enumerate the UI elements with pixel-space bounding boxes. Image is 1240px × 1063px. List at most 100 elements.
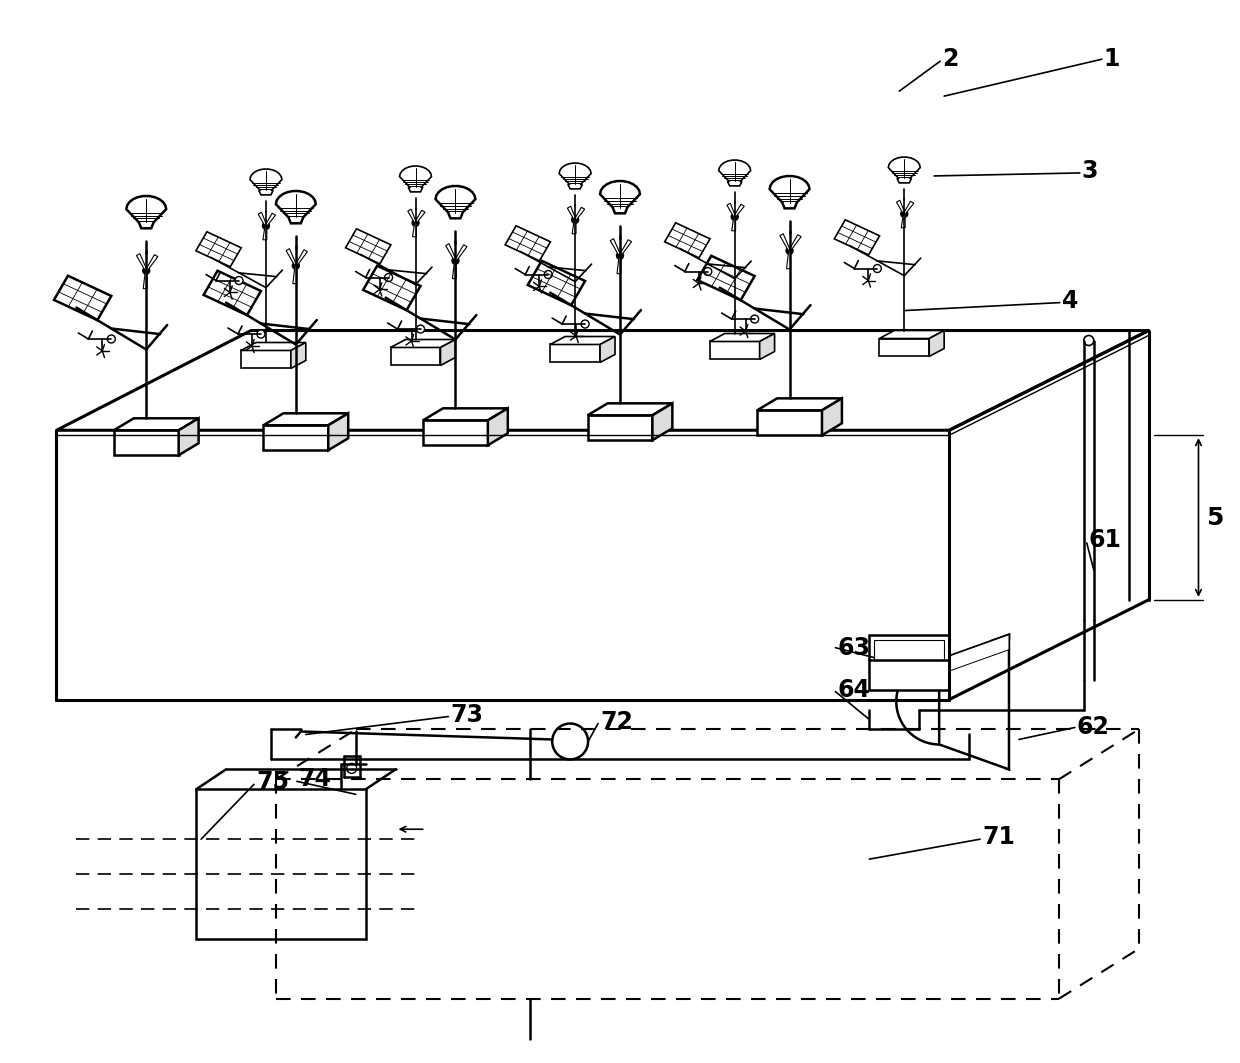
Text: 64: 64	[837, 677, 870, 702]
Text: 74: 74	[299, 767, 332, 791]
Text: 75: 75	[255, 771, 289, 794]
Circle shape	[1084, 336, 1094, 345]
Polygon shape	[574, 207, 585, 220]
Polygon shape	[291, 342, 306, 369]
Circle shape	[108, 335, 115, 343]
Polygon shape	[758, 399, 842, 410]
Polygon shape	[888, 157, 920, 183]
Polygon shape	[822, 399, 842, 435]
Circle shape	[451, 257, 459, 265]
Polygon shape	[939, 635, 1009, 770]
Text: 71: 71	[982, 825, 1014, 849]
Circle shape	[873, 265, 882, 272]
Polygon shape	[618, 256, 621, 273]
Circle shape	[582, 320, 589, 328]
Bar	[423, 420, 487, 445]
Circle shape	[616, 252, 624, 259]
Polygon shape	[588, 403, 672, 416]
Polygon shape	[709, 334, 775, 341]
Text: 63: 63	[837, 636, 870, 660]
Polygon shape	[295, 250, 308, 266]
Polygon shape	[414, 210, 425, 223]
Circle shape	[293, 263, 299, 269]
Bar	[263, 425, 329, 451]
Polygon shape	[258, 213, 267, 226]
Polygon shape	[572, 220, 577, 234]
Circle shape	[257, 330, 265, 338]
Bar	[709, 341, 760, 359]
Circle shape	[897, 659, 982, 744]
Polygon shape	[610, 239, 621, 256]
Polygon shape	[789, 235, 801, 251]
Polygon shape	[265, 214, 275, 226]
Polygon shape	[487, 408, 508, 445]
Bar	[241, 351, 291, 369]
Polygon shape	[57, 331, 1148, 431]
Polygon shape	[440, 339, 455, 366]
Polygon shape	[126, 196, 166, 229]
Polygon shape	[408, 209, 417, 223]
Polygon shape	[277, 191, 316, 223]
Circle shape	[552, 724, 588, 759]
Polygon shape	[904, 201, 914, 215]
Polygon shape	[435, 186, 475, 218]
Text: 1: 1	[1104, 47, 1120, 71]
Polygon shape	[780, 234, 790, 251]
Polygon shape	[346, 229, 391, 264]
Polygon shape	[760, 334, 775, 359]
Bar	[391, 348, 440, 366]
Polygon shape	[179, 419, 198, 455]
Text: 5: 5	[1207, 506, 1224, 530]
Polygon shape	[732, 217, 735, 231]
Polygon shape	[241, 342, 306, 351]
Circle shape	[704, 268, 712, 275]
Polygon shape	[734, 204, 744, 217]
Bar	[939, 640, 1019, 770]
Polygon shape	[939, 635, 1009, 675]
Polygon shape	[897, 200, 905, 215]
Polygon shape	[423, 408, 508, 420]
Polygon shape	[293, 266, 296, 284]
Polygon shape	[196, 232, 242, 267]
Polygon shape	[929, 331, 944, 356]
Polygon shape	[551, 337, 615, 344]
Polygon shape	[363, 266, 420, 310]
Polygon shape	[203, 271, 260, 315]
Circle shape	[347, 763, 357, 774]
Polygon shape	[445, 243, 456, 261]
Polygon shape	[652, 403, 672, 440]
Text: 4: 4	[1061, 289, 1079, 313]
Circle shape	[900, 210, 908, 217]
Polygon shape	[879, 331, 944, 338]
Polygon shape	[727, 203, 735, 217]
Text: 2: 2	[942, 47, 959, 71]
Polygon shape	[600, 181, 640, 214]
Polygon shape	[391, 339, 455, 348]
Polygon shape	[55, 275, 112, 320]
Circle shape	[572, 217, 579, 223]
Bar	[758, 410, 822, 435]
Polygon shape	[528, 260, 585, 305]
Polygon shape	[786, 251, 790, 269]
Polygon shape	[263, 225, 267, 240]
Polygon shape	[665, 223, 711, 258]
Polygon shape	[619, 240, 631, 256]
Polygon shape	[250, 169, 281, 195]
Circle shape	[384, 273, 393, 282]
Polygon shape	[136, 254, 148, 271]
Polygon shape	[145, 255, 157, 271]
Text: 72: 72	[600, 709, 632, 733]
Text: 62: 62	[1076, 715, 1110, 740]
Polygon shape	[719, 161, 750, 186]
Circle shape	[263, 222, 269, 230]
Circle shape	[412, 219, 419, 226]
Text: 3: 3	[1081, 159, 1099, 183]
Polygon shape	[399, 166, 432, 192]
Polygon shape	[329, 414, 348, 451]
Bar	[869, 635, 949, 690]
Polygon shape	[453, 260, 456, 279]
Polygon shape	[455, 244, 467, 261]
Polygon shape	[413, 223, 417, 237]
Polygon shape	[770, 176, 810, 208]
Polygon shape	[835, 220, 879, 255]
